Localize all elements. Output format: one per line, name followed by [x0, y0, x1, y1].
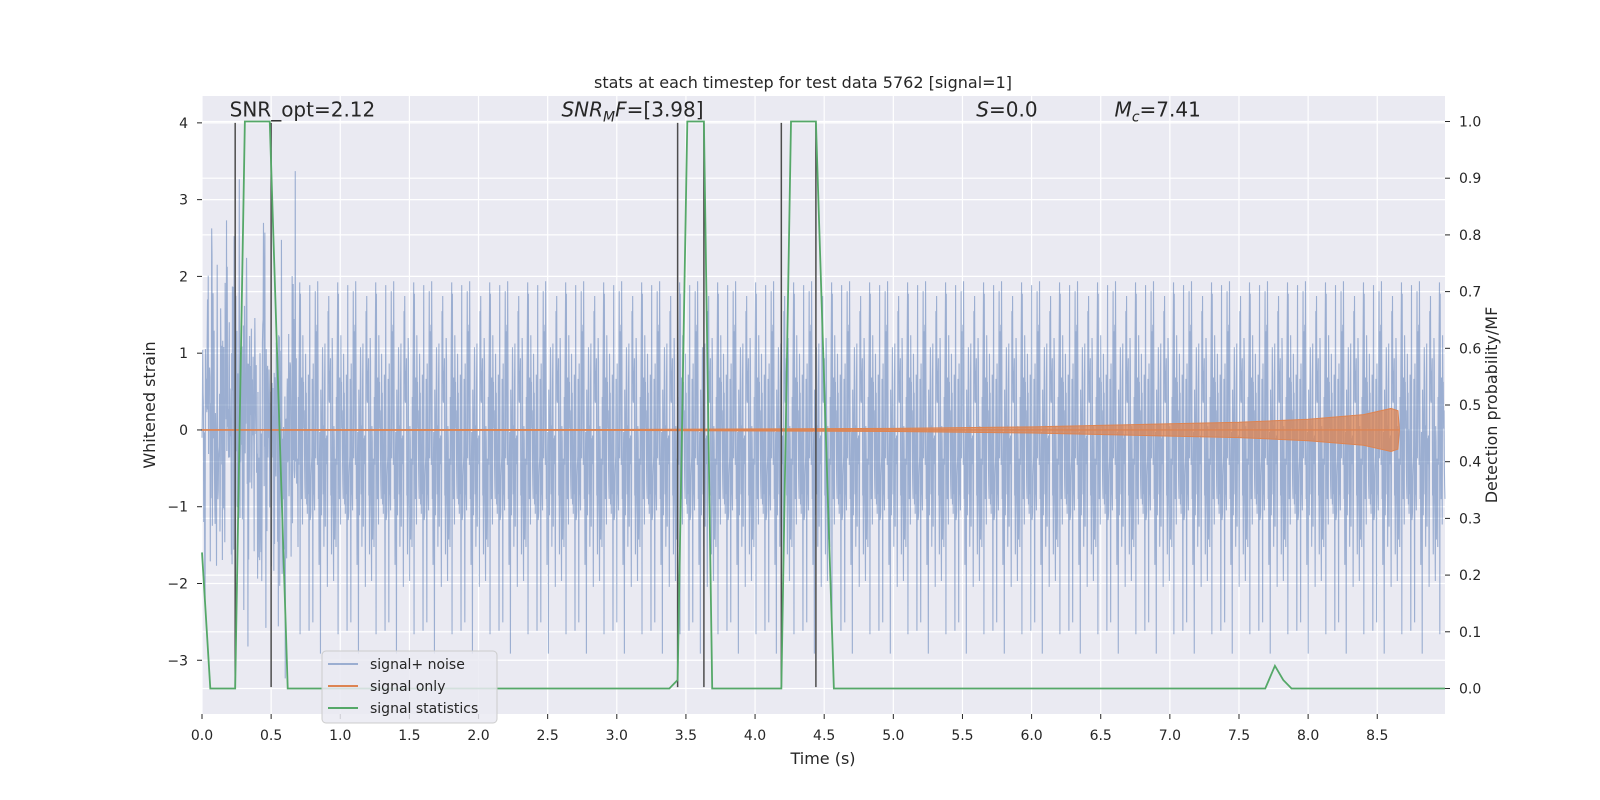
x-tick-label-10: 5.0	[882, 728, 904, 744]
annotation-0: SNR_opt=2.12	[230, 98, 376, 122]
x-tick-label-1: 0.5	[260, 728, 282, 744]
y-tick-label-3: 0	[179, 423, 188, 439]
y-axis-right-label: Detection probability/MF	[1482, 307, 1501, 504]
legend-label-1: signal only	[370, 679, 445, 695]
x-tick-label-5: 2.5	[537, 728, 559, 744]
x-axis-ticks: 0.0 0.5 1.0 1.5 2.0 2.5 3.0 3.5 4.0 4.5 5.0 5.5 6.0 6…	[191, 714, 1388, 744]
y-right-tick-label-4: 0.4	[1459, 455, 1481, 471]
x-tick-label-16: 8.0	[1297, 728, 1319, 744]
x-tick-label-13: 6.5	[1090, 728, 1112, 744]
y-tick-label-4: 1	[179, 346, 188, 362]
y-right-tick-label-5: 0.5	[1459, 398, 1481, 414]
x-tick-label-12: 6.0	[1020, 728, 1042, 744]
y-right-tick-label-8: 0.8	[1459, 228, 1481, 244]
x-tick-label-15: 7.5	[1228, 728, 1250, 744]
y-right-tick-label-0: 0.0	[1459, 681, 1481, 697]
x-tick-label-8: 4.0	[744, 728, 766, 744]
y-right-tick-label-9: 0.9	[1459, 171, 1481, 187]
annotations: SNR_opt=2.12 SNRM​F=[3.98] S=0.0 Mc​=7.41	[230, 98, 1201, 126]
y-axis-right-ticks: 0.0 0.1 0.2 0.3 0.4 0.5 0.6 0.7 0.8 0.9 1.0	[1445, 115, 1481, 697]
legend-label-0: signal+ noise	[370, 657, 465, 673]
x-tick-label-2: 1.0	[329, 728, 351, 744]
annotation-1: SNRM​F=[3.98]	[561, 98, 703, 126]
x-tick-label-9: 4.5	[813, 728, 835, 744]
legend-box	[321, 650, 498, 724]
chart-title: stats at each timestep for test data 576…	[594, 73, 1012, 92]
y-right-tick-label-2: 0.2	[1459, 568, 1481, 584]
x-tick-label-7: 3.5	[675, 728, 697, 744]
y-tick-label-2: −1	[167, 500, 188, 516]
annotation-2: S=0.0	[976, 98, 1037, 122]
legend: signal+ noise signal only signal statistic…	[321, 650, 498, 724]
x-tick-label-3: 1.5	[398, 728, 420, 744]
y-tick-label-6: 3	[179, 193, 188, 209]
annotation-3: Mc​=7.41	[1115, 98, 1201, 126]
signal-statistics-line	[201, 120, 1445, 690]
signal-statistics-series	[201, 120, 1445, 690]
y-tick-label-5: 2	[179, 269, 188, 285]
y-tick-label-7: 4	[179, 116, 188, 132]
x-tick-label-4: 2.0	[467, 728, 489, 744]
x-tick-label-14: 7.0	[1159, 728, 1181, 744]
y-right-tick-label-10: 1.0	[1459, 115, 1481, 131]
y-right-tick-label-7: 0.7	[1459, 285, 1481, 301]
x-tick-label-17: 8.5	[1366, 728, 1388, 744]
x-tick-label-0: 0.0	[191, 728, 213, 744]
x-axis-label: Time (s)	[789, 749, 855, 768]
legend-label-2: signal statistics	[370, 701, 478, 717]
y-axis-ticks: −3 −2 −1 0 1 2 3 4	[167, 116, 202, 669]
y-tick-label-0: −3	[167, 653, 188, 669]
x-tick-label-11: 5.5	[951, 728, 973, 744]
y-tick-label-1: −2	[167, 576, 188, 592]
y-right-tick-label-6: 0.6	[1459, 341, 1481, 357]
y-axis-label: Whitened strain	[140, 341, 159, 468]
x-tick-label-6: 3.0	[606, 728, 628, 744]
signal-only-series	[201, 407, 1400, 452]
y-right-tick-label-3: 0.3	[1459, 511, 1481, 527]
marker-lines	[234, 122, 817, 688]
y-right-tick-label-1: 0.1	[1459, 625, 1481, 641]
